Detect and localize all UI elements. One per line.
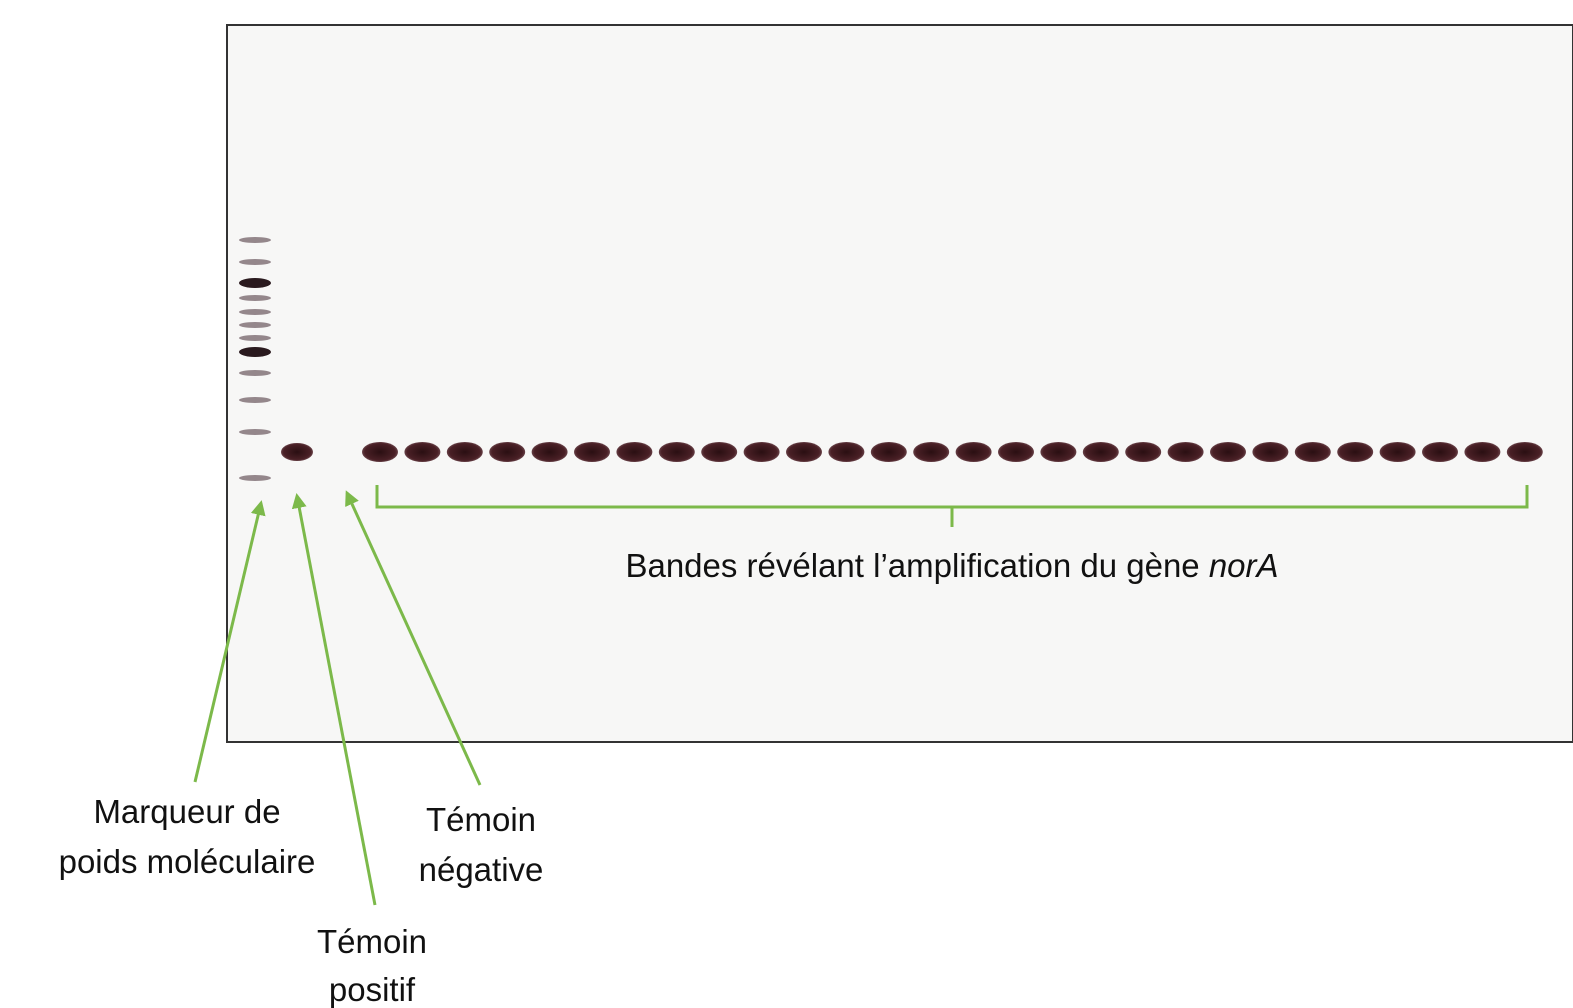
- positive-label: Témoin: [317, 923, 427, 960]
- band: [659, 442, 695, 462]
- band: [239, 237, 271, 243]
- band: [956, 442, 992, 462]
- band: [239, 370, 271, 376]
- negative-label: Témoin: [426, 801, 536, 838]
- gene-name: norA: [1209, 547, 1279, 584]
- figure: Bandes révélant l’amplification du gène …: [0, 0, 1573, 1008]
- band: [239, 309, 271, 315]
- band: [1464, 442, 1500, 462]
- band: [532, 442, 568, 462]
- band: [998, 442, 1034, 462]
- band: [1210, 442, 1246, 462]
- band: [239, 295, 271, 301]
- band: [828, 442, 864, 462]
- band: [239, 259, 271, 265]
- band: [744, 442, 780, 462]
- band: [281, 443, 313, 461]
- band: [1125, 442, 1161, 462]
- band: [1422, 442, 1458, 462]
- gel: [227, 25, 1573, 742]
- negative-label: négative: [419, 851, 544, 888]
- band: [239, 429, 271, 435]
- band: [239, 397, 271, 403]
- band: [447, 442, 483, 462]
- band: [1168, 442, 1204, 462]
- band: [616, 442, 652, 462]
- band: [362, 442, 398, 462]
- band: [1380, 442, 1416, 462]
- band: [913, 442, 949, 462]
- band: [1507, 442, 1543, 462]
- band: [1337, 442, 1373, 462]
- band: [871, 442, 907, 462]
- band: [404, 442, 440, 462]
- band: [786, 442, 822, 462]
- ladder-label: Marqueur de: [93, 793, 280, 830]
- band: [239, 347, 271, 357]
- bands-label: Bandes révélant l’amplification du gène …: [625, 547, 1278, 584]
- bands-text: Bandes révélant l’amplification du gène: [625, 547, 1208, 584]
- band: [1252, 442, 1288, 462]
- band: [1040, 442, 1076, 462]
- band: [489, 442, 525, 462]
- band: [239, 335, 271, 341]
- positive-label: positif: [329, 971, 416, 1008]
- band: [701, 442, 737, 462]
- page: Bandes révélant l’amplification du gène …: [0, 0, 1573, 1008]
- band: [1295, 442, 1331, 462]
- band: [239, 278, 271, 288]
- band: [574, 442, 610, 462]
- ladder-label: poids moléculaire: [59, 843, 316, 880]
- band: [239, 322, 271, 328]
- band: [239, 475, 271, 481]
- band: [1083, 442, 1119, 462]
